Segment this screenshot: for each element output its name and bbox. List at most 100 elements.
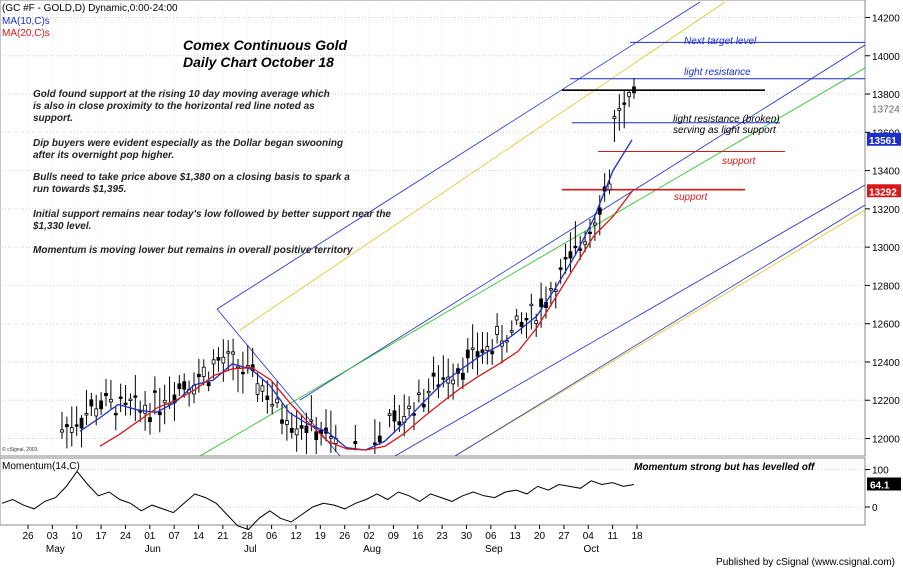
commentary-4: Initial support remains near today's low…: [33, 209, 391, 232]
day-tick-label: 20: [534, 531, 546, 542]
ma10-label: MA(10,C)s: [2, 16, 50, 27]
price-bar-body: [617, 108, 622, 111]
momentum-panel-frame: [0, 457, 866, 526]
price-bar-body: [353, 441, 358, 445]
price-panel-frame: [0, 0, 866, 457]
price-bar-body: [216, 357, 221, 361]
price-bar-body: [548, 288, 553, 291]
price-bar-body: [94, 408, 99, 417]
price-bar-body: [74, 424, 79, 427]
commentary-5: Momentum is moving lower but remains in …: [33, 245, 353, 256]
day-tick-label: 19: [315, 531, 327, 542]
day-tick-label: 07: [169, 531, 181, 542]
price-bar-body: [275, 398, 280, 404]
price-grid: [2, 6, 863, 454]
commentary-2: Dip buyers were evident especially as th…: [33, 138, 344, 161]
price-bar-body: [128, 398, 133, 401]
day-tick-label: 28: [242, 531, 254, 542]
time-axis: 26 03 10 17 24 01 07 14 21 28 06 12 19 26 02 09 16 23 30 06…: [22, 525, 643, 555]
price-bar-body: [148, 417, 152, 423]
price-box: [867, 184, 901, 198]
day-tick-label: 17: [96, 531, 108, 542]
price-bar-body: [451, 379, 456, 385]
price-bar-body: [309, 419, 314, 422]
price-tick-label: 12200: [872, 396, 900, 407]
price-bar-body: [104, 392, 108, 397]
price-tick-label: 13400: [872, 167, 900, 178]
momentum-panel: [0, 457, 866, 531]
price-bar-body: [519, 321, 524, 327]
price-bar-body: [387, 413, 392, 416]
price-bar-body: [416, 392, 421, 395]
broken-resistance-label-1: light resistance (broken): [673, 114, 780, 125]
day-tick-label: 04: [583, 531, 595, 542]
day-tick-label: 13: [510, 531, 522, 542]
price-bar-body: [421, 403, 426, 408]
day-tick-label: 09: [388, 531, 400, 542]
ma20-line: [99, 190, 633, 451]
symbol-label: (GC #F - GOLD,D) Dynamic,0:00-24:00: [2, 3, 178, 14]
chart-title-line1: Comex Continuous Gold: [183, 37, 348, 53]
price-tick-label: 14000: [872, 52, 900, 63]
price-bar-body: [573, 245, 578, 249]
price-bar-body: [84, 413, 89, 416]
price-bar-body: [539, 298, 544, 308]
price-bar-body: [304, 425, 309, 433]
price-bar-body: [152, 390, 157, 393]
price-bar-body: [99, 400, 104, 410]
day-tick-label: 21: [217, 531, 229, 542]
price-box: [867, 132, 901, 146]
price-bar-body: [407, 405, 412, 409]
price-bar-body: [162, 399, 167, 404]
price-bar-body: [397, 421, 402, 426]
price-tick-label: 12400: [872, 358, 900, 369]
price-bar-body: [182, 381, 187, 390]
momentum-grid: [2, 469, 863, 508]
price-bar-body: [113, 412, 118, 416]
day-tick-label: 12: [290, 531, 302, 542]
momentum-value-label: 64.1: [870, 481, 890, 492]
commentary-1: Gold found support at the rising 10 day …: [33, 89, 330, 124]
price-tick-label: 12000: [872, 435, 900, 446]
price-bar-body: [89, 399, 94, 407]
price-bar-body: [441, 377, 446, 380]
momentum-value-box: [867, 477, 901, 491]
month-tick-label: Oct: [583, 544, 599, 555]
momentum-tick-label: 0: [872, 503, 878, 514]
price-panel: [0, 0, 866, 457]
channel-line: [394, 184, 866, 457]
channel-line: [454, 209, 866, 457]
day-tick-label: 01: [144, 531, 156, 542]
price-bar-body: [377, 435, 382, 443]
momentum-axis: 100 0 64.1: [865, 466, 901, 514]
channel-line: [199, 67, 866, 457]
price-bar-body: [231, 351, 236, 355]
price-bar-body: [265, 395, 270, 400]
price-tick-label: 13200: [872, 205, 900, 216]
price-bar-body: [480, 349, 485, 353]
price-bar-body: [524, 318, 529, 321]
day-tick-label: 11: [607, 531, 618, 542]
price-bar-body: [392, 410, 397, 422]
day-tick-label: 03: [47, 531, 59, 542]
day-tick-label: 16: [412, 531, 424, 542]
price-bar-body: [588, 231, 592, 235]
price-bar-body: [607, 183, 612, 191]
price-bar-body: [612, 116, 617, 119]
day-tick-label: 06: [266, 531, 278, 542]
horizontal-levels: [562, 41, 865, 191]
broken-resistance-label-2: serving as light support: [673, 125, 776, 136]
momentum-label: Momentum(14,C): [2, 461, 80, 472]
price-bar-body: [495, 326, 500, 335]
price-bar-body: [299, 425, 304, 429]
price-bar-body: [60, 429, 64, 433]
month-tick-label: Jul: [244, 544, 257, 555]
day-tick-label: 14: [193, 531, 205, 542]
support-label-2: support: [674, 192, 708, 203]
price-bar-body: [69, 427, 74, 433]
price-bar-body: [578, 248, 583, 251]
price-bar-body: [79, 417, 84, 429]
price-bar-body: [563, 257, 568, 260]
price-bar-body: [372, 442, 377, 445]
